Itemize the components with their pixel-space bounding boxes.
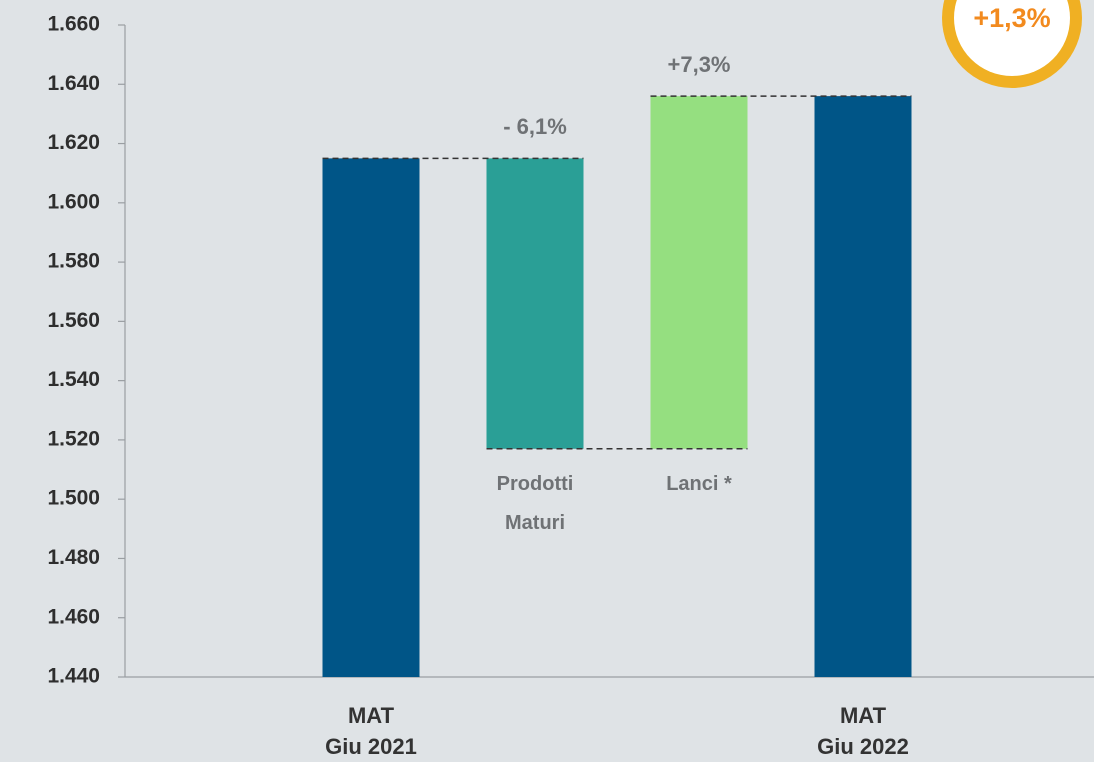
y-tick-label: 1.460: [47, 605, 100, 628]
change-label: - 6,1%: [503, 114, 567, 139]
x-tick-label: Lanci *: [666, 473, 732, 495]
y-tick-label: 1.440: [47, 665, 100, 688]
x-tick-label: MAT Giu 2021: [325, 703, 417, 759]
y-tick-label: 1.560: [47, 309, 100, 332]
y-tick-label: 1.580: [47, 250, 100, 273]
y-tick-label: 1.600: [47, 190, 100, 213]
badge-label: +1,3%: [973, 3, 1050, 33]
x-tick-label: Prodotti Maturi: [497, 473, 574, 534]
y-tick-label: 1.660: [47, 13, 100, 36]
bar: [322, 158, 420, 677]
bar: [814, 96, 912, 678]
bar: [650, 96, 748, 449]
y-tick-label: 1.640: [47, 72, 100, 95]
bar: [486, 158, 584, 449]
y-tick-label: 1.500: [47, 487, 100, 510]
y-tick-label: 1.520: [47, 427, 100, 450]
x-tick-label: MAT Giu 2022: [817, 703, 909, 759]
change-label: +7,3%: [668, 52, 731, 77]
y-tick-label: 1.620: [47, 131, 100, 154]
y-tick-label: 1.540: [47, 368, 100, 391]
badge-inner: [954, 0, 1070, 76]
y-tick-label: 1.480: [47, 546, 100, 569]
